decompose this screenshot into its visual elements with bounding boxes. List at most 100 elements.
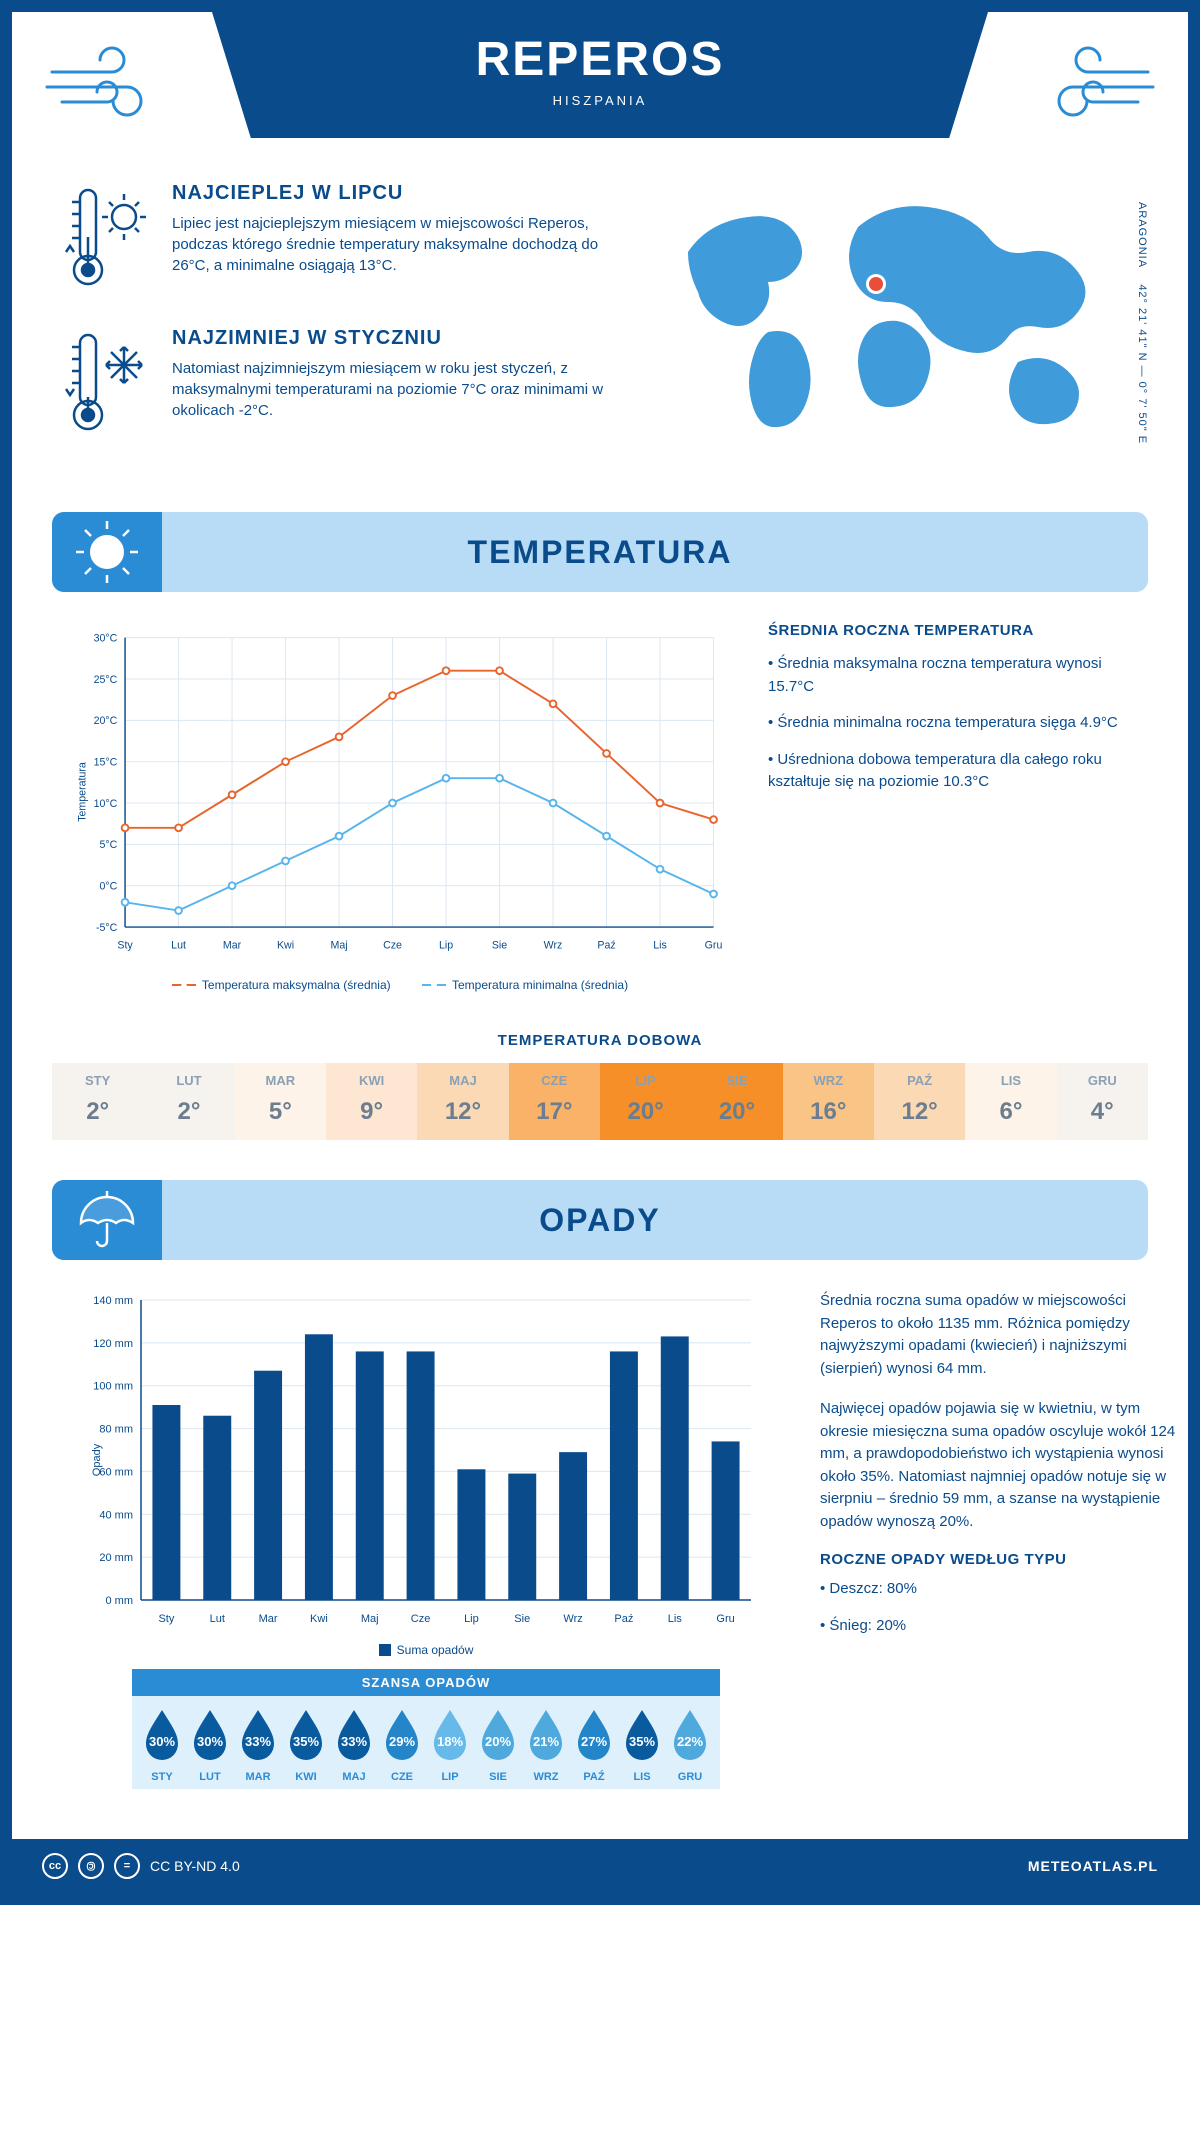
section-title-precip: OPADY xyxy=(539,1202,660,1239)
svg-text:Kwi: Kwi xyxy=(277,939,294,951)
svg-text:Lut: Lut xyxy=(210,1613,225,1625)
heat-cell: KWI9° xyxy=(326,1063,417,1140)
precip-p2: Najwięcej opadów pojawia się w kwietniu,… xyxy=(820,1398,1180,1533)
precip-summary: Średnia roczna suma opadów w miejscowośc… xyxy=(820,1290,1180,1819)
chance-panel: SZANSA OPADÓW 30% STY 30% LUT 33% MAR 35… xyxy=(132,1669,720,1789)
thermometer-sun-icon xyxy=(62,182,152,297)
section-header-precip: OPADY xyxy=(52,1180,1148,1260)
svg-text:Maj: Maj xyxy=(361,1613,379,1625)
thermometer-snow-icon xyxy=(62,327,152,442)
location-country: HISZPANIA xyxy=(212,93,988,108)
wind-icon-left xyxy=(12,12,212,152)
site-name: METEOATLAS.PL xyxy=(1028,1858,1158,1874)
svg-text:Wrz: Wrz xyxy=(563,1613,582,1625)
svg-text:25°C: 25°C xyxy=(94,674,118,686)
umbrella-icon xyxy=(52,1180,162,1260)
svg-text:Gru: Gru xyxy=(705,939,723,951)
sun-icon xyxy=(52,512,162,592)
precip-body: 0 mm20 mm40 mm60 mm80 mm100 mm120 mm140 … xyxy=(12,1290,1188,1839)
svg-text:30°C: 30°C xyxy=(94,633,118,645)
temp-summary-point: • Średnia minimalna roczna temperatura s… xyxy=(768,712,1128,735)
by-icon: 🄯 xyxy=(78,1853,104,1879)
header-row: REPEROS HISZPANIA xyxy=(12,12,1188,152)
svg-text:Opady: Opady xyxy=(91,1443,103,1476)
fact-coldest: NAJZIMNIEJ W STYCZNIU Natomiast najzimni… xyxy=(62,327,628,442)
svg-text:Wrz: Wrz xyxy=(544,939,563,951)
chance-drop: 30% STY xyxy=(138,1706,186,1783)
temp-summary-point: • Uśredniona dobowa temperatura dla całe… xyxy=(768,749,1128,794)
svg-text:140 mm: 140 mm xyxy=(93,1295,133,1307)
svg-text:Maj: Maj xyxy=(330,939,347,951)
daily-temp-title: TEMPERATURA DOBOWA xyxy=(12,1032,1188,1049)
temperature-legend: Temperatura maksymalna (średnia) Tempera… xyxy=(72,975,728,992)
chance-title: SZANSA OPADÓW xyxy=(132,1669,720,1696)
fact-warmest-text: Lipiec jest najcieplejszym miesiącem w m… xyxy=(172,213,628,276)
intro-section: NAJCIEPLEJ W LIPCU Lipiec jest najcieple… xyxy=(12,152,1188,502)
svg-text:Sie: Sie xyxy=(492,939,507,951)
svg-text:21%: 21% xyxy=(533,1734,559,1749)
svg-text:20 mm: 20 mm xyxy=(99,1552,133,1564)
svg-text:-5°C: -5°C xyxy=(96,922,118,934)
svg-text:Lis: Lis xyxy=(653,939,667,951)
svg-text:Sty: Sty xyxy=(117,939,133,951)
svg-text:Lip: Lip xyxy=(464,1613,479,1625)
precip-type-point: • Śnieg: 20% xyxy=(820,1615,1180,1638)
chance-drop: 35% KWI xyxy=(282,1706,330,1783)
svg-text:Mar: Mar xyxy=(223,939,242,951)
heat-cell: LIS6° xyxy=(965,1063,1056,1140)
svg-text:30%: 30% xyxy=(197,1734,223,1749)
heat-cell: LUT2° xyxy=(143,1063,234,1140)
svg-text:33%: 33% xyxy=(341,1734,367,1749)
precip-types-title: ROCZNE OPADY WEDŁUG TYPU xyxy=(820,1551,1180,1568)
temp-summary-title: ŚREDNIA ROCZNA TEMPERATURA xyxy=(768,622,1128,639)
svg-text:10°C: 10°C xyxy=(94,798,118,810)
chance-drop: 18% LIP xyxy=(426,1706,474,1783)
svg-text:33%: 33% xyxy=(245,1734,271,1749)
temperature-summary: ŚREDNIA ROCZNA TEMPERATURA • Średnia mak… xyxy=(768,622,1128,992)
chance-drop: 33% MAR xyxy=(234,1706,282,1783)
svg-text:5°C: 5°C xyxy=(100,839,118,851)
license-block: cc 🄯 = CC BY-ND 4.0 xyxy=(42,1853,240,1879)
svg-text:35%: 35% xyxy=(293,1734,319,1749)
temp-summary-point: • Średnia maksymalna roczna temperatura … xyxy=(768,653,1128,698)
fact-coldest-text: Natomiast najzimniejszym miesiącem w rok… xyxy=(172,358,628,421)
svg-text:Lip: Lip xyxy=(439,939,453,951)
facts-column: NAJCIEPLEJ W LIPCU Lipiec jest najcieple… xyxy=(62,182,628,472)
svg-text:Sie: Sie xyxy=(514,1613,530,1625)
title-banner: REPEROS HISZPANIA xyxy=(212,12,988,138)
svg-text:100 mm: 100 mm xyxy=(93,1381,133,1393)
svg-text:Gru: Gru xyxy=(716,1613,734,1625)
nd-icon: = xyxy=(114,1853,140,1879)
fact-coldest-title: NAJZIMNIEJ W STYCZNIU xyxy=(172,327,628,350)
svg-text:80 mm: 80 mm xyxy=(99,1424,133,1436)
svg-text:40 mm: 40 mm xyxy=(99,1509,133,1521)
wind-icon-right xyxy=(988,12,1188,152)
svg-text:Cze: Cze xyxy=(411,1613,431,1625)
temperature-chart: -5°C0°C5°C10°C15°C20°C25°C30°CStyLutMarK… xyxy=(72,622,728,992)
chance-drop: 27% PAŹ xyxy=(570,1706,618,1783)
svg-text:20°C: 20°C xyxy=(94,715,118,727)
chance-drop: 21% WRZ xyxy=(522,1706,570,1783)
svg-text:0 mm: 0 mm xyxy=(106,1595,134,1607)
svg-text:22%: 22% xyxy=(677,1734,703,1749)
chance-drop: 29% CZE xyxy=(378,1706,426,1783)
chance-drop: 30% LUT xyxy=(186,1706,234,1783)
heat-cell: GRU4° xyxy=(1057,1063,1148,1140)
heat-cell: MAJ12° xyxy=(417,1063,508,1140)
svg-text:29%: 29% xyxy=(389,1734,415,1749)
world-map-icon xyxy=(658,182,1118,442)
coordinates-label: ARAGONIA 42° 21' 41" N — 0° 7' 50" E xyxy=(1136,202,1148,444)
temperature-body: -5°C0°C5°C10°C15°C20°C25°C30°CStyLutMarK… xyxy=(12,622,1188,1022)
svg-text:Lut: Lut xyxy=(171,939,186,951)
svg-text:15°C: 15°C xyxy=(94,757,118,769)
precip-legend: Suma opadów xyxy=(72,1643,780,1659)
heat-cell: MAR5° xyxy=(235,1063,326,1140)
svg-text:20%: 20% xyxy=(485,1734,511,1749)
svg-text:Temperatura: Temperatura xyxy=(77,762,89,822)
svg-text:35%: 35% xyxy=(629,1734,655,1749)
svg-text:Kwi: Kwi xyxy=(310,1613,328,1625)
license-text: CC BY-ND 4.0 xyxy=(150,1858,240,1874)
heat-cell: STY2° xyxy=(52,1063,143,1140)
section-header-temperature: TEMPERATURA xyxy=(52,512,1148,592)
svg-text:Paź: Paź xyxy=(614,1613,633,1625)
